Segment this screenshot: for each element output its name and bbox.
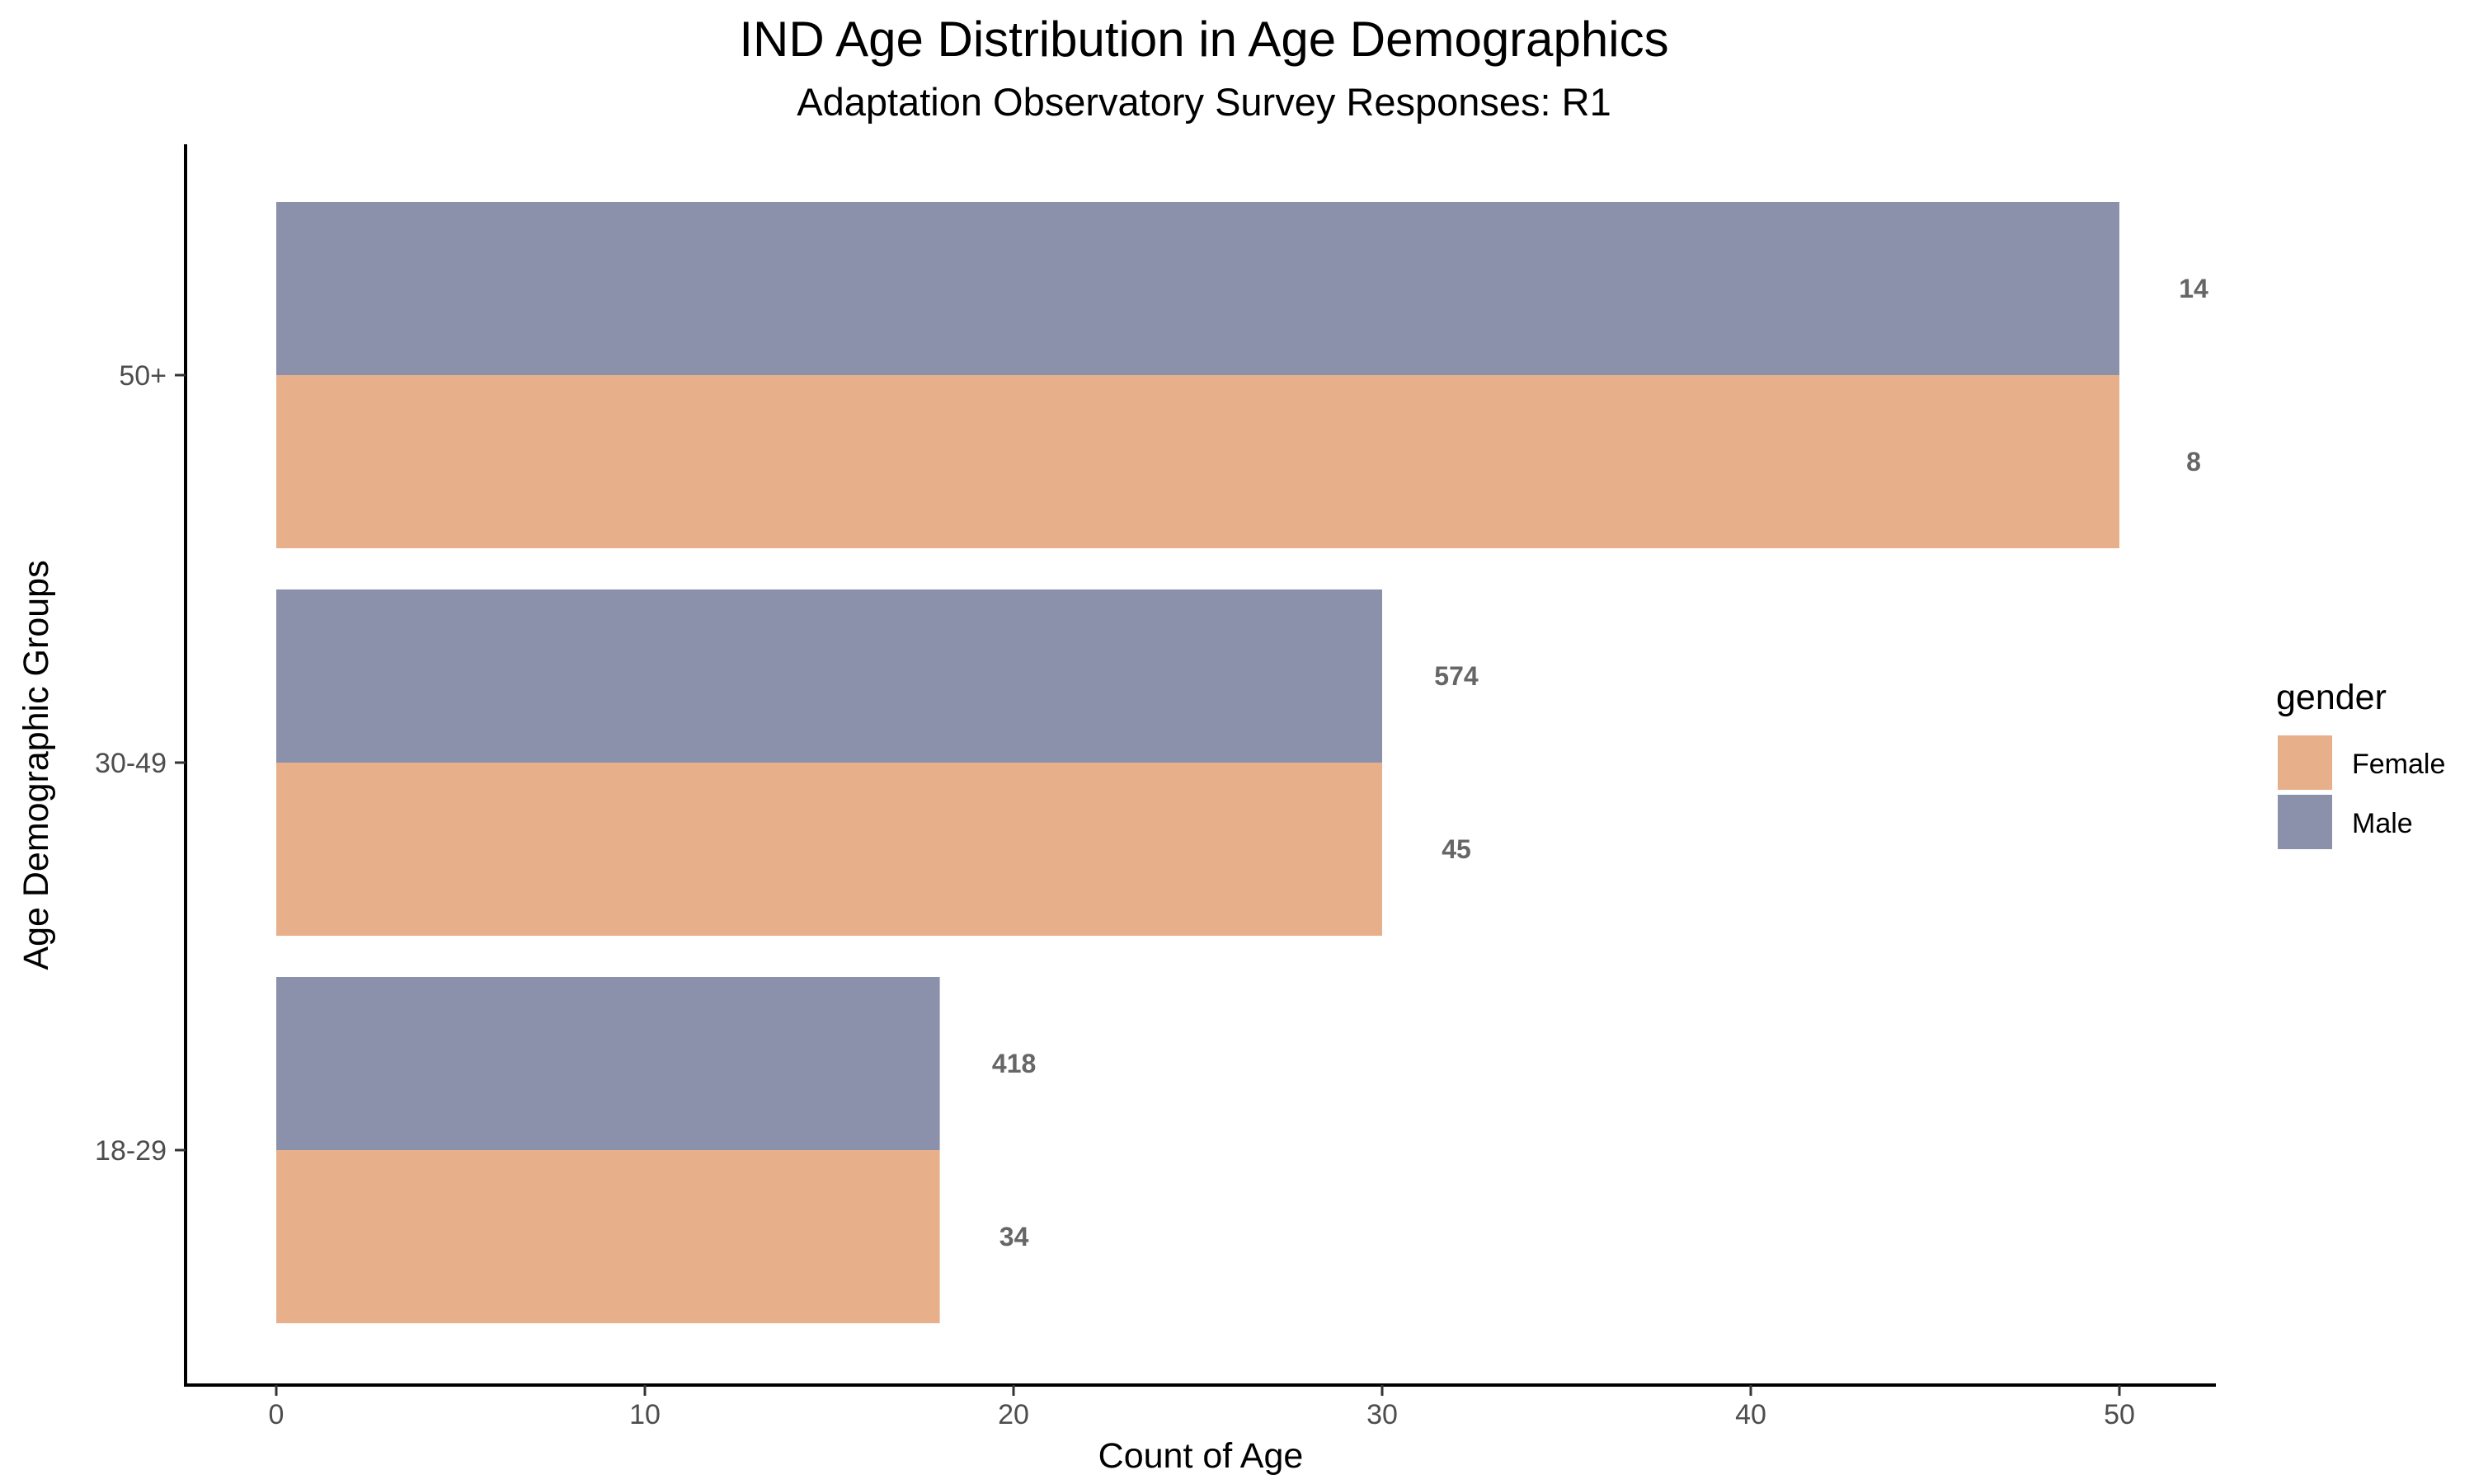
data-label-male-18-29: 418: [992, 1049, 1036, 1078]
legend-key-male: [2278, 795, 2332, 849]
x-axis-ticks: 0 10 20 30 40 50: [269, 1385, 2135, 1430]
y-tick-label-18-29: 18-29: [95, 1135, 167, 1167]
legend-key-female: [2278, 735, 2332, 790]
legend-label-male: Male: [2352, 808, 2413, 839]
legend: gender Female Male: [2276, 678, 2445, 849]
x-tick-label-10: 10: [629, 1399, 661, 1430]
legend-label-female: Female: [2352, 749, 2445, 780]
bar-male-30-49: [276, 589, 1382, 763]
data-label-female-18-29: 34: [999, 1222, 1029, 1252]
x-tick-label-50: 50: [2104, 1399, 2135, 1430]
bars-layer: [276, 202, 2119, 1323]
data-label-male-30-49: 574: [1434, 661, 1479, 691]
x-tick-label-30: 30: [1366, 1399, 1398, 1430]
y-tick-label-50+: 50+: [119, 360, 167, 392]
data-label-male-50+: 14: [2179, 274, 2208, 303]
bar-male-18-29: [276, 977, 940, 1150]
x-tick-label-0: 0: [269, 1399, 285, 1430]
data-labels-layer: 34 418 45 574 8 14: [992, 274, 2208, 1252]
chart-title: IND Age Distribution in Age Demographics: [739, 12, 1668, 67]
legend-title: gender: [2276, 678, 2387, 717]
x-tick-label-20: 20: [998, 1399, 1029, 1430]
bar-male-50+: [276, 202, 2119, 375]
bar-female-50+: [276, 375, 2119, 548]
x-axis-title: Count of Age: [1098, 1436, 1304, 1476]
data-label-female-50+: 8: [2186, 447, 2201, 477]
chart-subtitle: Adaptation Observatory Survey Responses:…: [797, 80, 1611, 124]
y-axis-title: Age Demographic Groups: [16, 560, 56, 970]
data-label-female-30-49: 45: [1442, 834, 1471, 864]
y-tick-label-30-49: 30-49: [95, 748, 167, 779]
bar-female-18-29: [276, 1150, 940, 1323]
bar-female-30-49: [276, 763, 1382, 936]
x-tick-label-40: 40: [1735, 1399, 1766, 1430]
y-axis-ticks: 18-29 30-49 50+: [95, 360, 186, 1167]
